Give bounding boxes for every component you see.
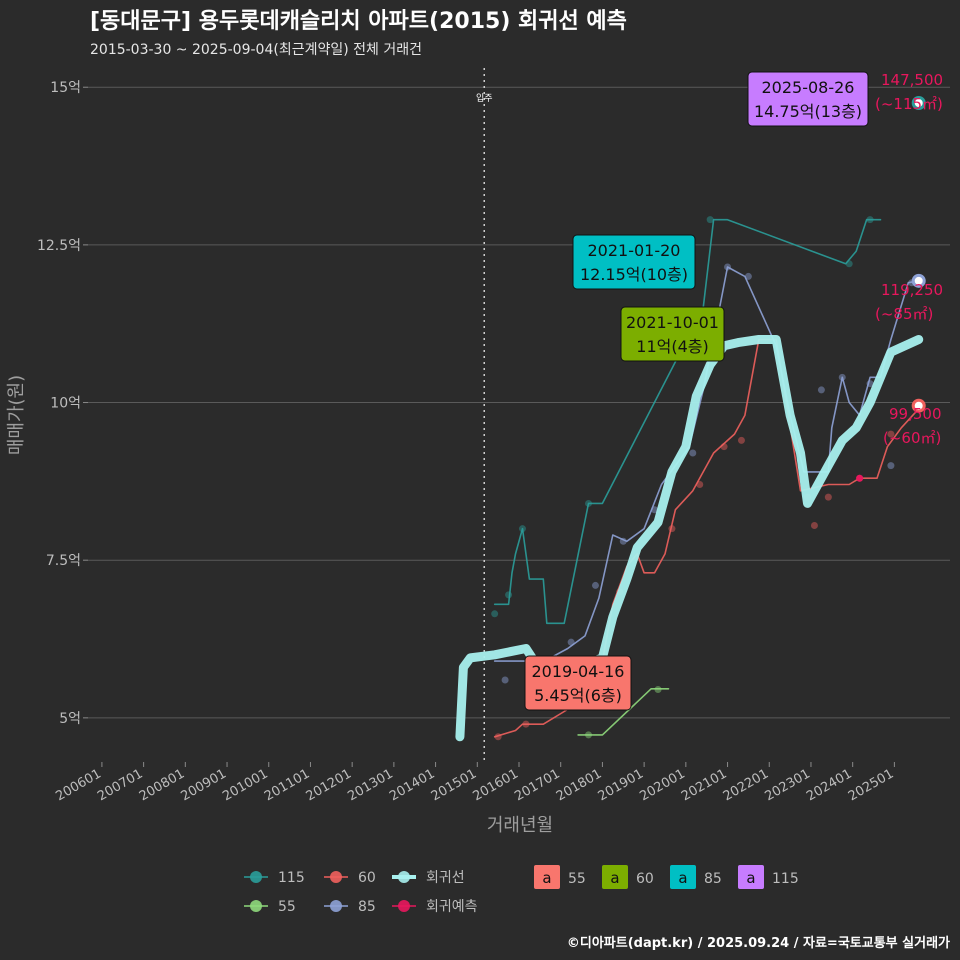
data-point-85 bbox=[744, 272, 752, 280]
legend-label: 회귀예측 bbox=[426, 899, 478, 915]
legend-key-box bbox=[602, 865, 628, 889]
legend-key-box bbox=[534, 865, 560, 889]
end-label-area: (~60㎡) bbox=[883, 429, 941, 447]
end-label-area: (~85㎡) bbox=[875, 305, 933, 323]
end-label-area: (~115㎡) bbox=[875, 95, 943, 113]
legend-dot bbox=[250, 871, 262, 883]
legend-key-85: a 85 bbox=[670, 865, 722, 889]
legend-key-55: a 55 bbox=[534, 865, 586, 889]
callout-date: 2019-04-16 bbox=[532, 662, 625, 681]
data-point-85 bbox=[501, 676, 509, 684]
latest-marker-60 bbox=[911, 398, 926, 413]
legend-key-glyph: a bbox=[678, 869, 687, 887]
end-label-value: 119,250 bbox=[881, 281, 943, 299]
x-axis-title: 거래년월 bbox=[487, 815, 553, 836]
legend-key-box bbox=[738, 865, 764, 889]
data-point-85 bbox=[817, 386, 825, 394]
chart-title: [동대문구] 용두롯데캐슬리치 아파트(2015) 회귀선 예측 bbox=[90, 9, 627, 34]
grid bbox=[88, 86, 950, 719]
callout-box bbox=[620, 306, 725, 362]
legend-item-115: 115 bbox=[244, 870, 305, 886]
legend-label: 60 bbox=[358, 870, 376, 886]
legend-key-glyph: a bbox=[542, 869, 551, 887]
series-line-85 bbox=[493, 266, 920, 675]
legend-key-box bbox=[670, 865, 696, 889]
latest-marker-85 bbox=[911, 273, 926, 288]
data-point-60 bbox=[810, 522, 818, 530]
series-line-55 bbox=[577, 688, 670, 736]
callout-box bbox=[572, 234, 696, 290]
legend: 115 60 회귀선 55 85 회귀예측 a 55 a 60 a 85 a 115 bbox=[244, 865, 799, 915]
y-tick-label: 12.5억 bbox=[37, 238, 81, 254]
legend-key-115: a 115 bbox=[738, 865, 799, 889]
legend-key-60: a 60 bbox=[602, 865, 654, 889]
callout-box bbox=[747, 71, 869, 127]
data-point-60 bbox=[824, 493, 832, 501]
legend-item-회귀선: 회귀선 bbox=[392, 870, 465, 886]
legend-label: 회귀선 bbox=[426, 870, 465, 886]
data-point-60 bbox=[887, 430, 895, 438]
callout-value: 11억(4층) bbox=[636, 337, 708, 356]
y-tick-label: 15억 bbox=[50, 80, 81, 96]
latest-marker-115 bbox=[911, 95, 926, 110]
legend-dot bbox=[330, 900, 342, 912]
source-caption: ©디아파트(dapt.kr) / 2025.09.24 / 자료=국토교통부 실… bbox=[567, 935, 950, 951]
callout-value: 5.45억(6층) bbox=[534, 686, 622, 705]
callout-date: 2025-08-26 bbox=[762, 78, 855, 97]
callout-115: 2025-08-26 14.75억(13층) bbox=[747, 71, 869, 127]
legend-dot bbox=[398, 900, 410, 912]
series-line-115 bbox=[493, 218, 882, 625]
end-label-value: 147,500 bbox=[881, 71, 943, 89]
legend-item-회귀예측: 회귀예측 bbox=[392, 899, 478, 915]
legend-key-glyph: a bbox=[746, 869, 755, 887]
legend-item-60: 60 bbox=[324, 870, 376, 886]
data-point-115 bbox=[706, 216, 714, 224]
chart-subtitle: 2015-03-30 ~ 2025-09-04(최근계약일) 전체 거래건 bbox=[90, 42, 422, 58]
legend-key-label: 115 bbox=[772, 871, 799, 887]
data-point-85 bbox=[591, 581, 599, 589]
legend-label: 55 bbox=[278, 899, 296, 915]
y-axis-ticks: 5억 7.5억 10억 12.5억 15억 bbox=[37, 80, 88, 727]
legend-key-label: 85 bbox=[704, 871, 722, 887]
legend-item-85: 85 bbox=[324, 899, 376, 915]
y-axis-title: 매매가(원) bbox=[6, 375, 27, 455]
event-lines: 입주 bbox=[476, 68, 493, 762]
data-point-115 bbox=[491, 610, 499, 618]
end-labels: 147,500 (~115㎡) 119,250 (~85㎡) 99,500 (~60㎡) bbox=[875, 71, 943, 447]
callouts: 2025-08-26 14.75억(13층) 2021-01-20 12.15억(10… bbox=[524, 71, 869, 711]
callout-value: 14.75억(13층) bbox=[754, 102, 862, 121]
event-label: 입주 bbox=[476, 92, 493, 104]
callout-value: 12.15억(10층) bbox=[580, 265, 688, 284]
legend-key-label: 60 bbox=[636, 871, 654, 887]
callout-date: 2021-10-01 bbox=[626, 313, 719, 332]
y-tick-label: 10억 bbox=[50, 396, 81, 412]
legend-key-glyph: a bbox=[610, 869, 619, 887]
legend-dot bbox=[250, 900, 262, 912]
callout-55: 2019-04-16 5.45억(6층) bbox=[524, 655, 632, 711]
callout-60: 2021-10-01 11억(4층) bbox=[620, 306, 725, 362]
legend-item-55: 55 bbox=[244, 899, 296, 915]
callout-box bbox=[524, 655, 632, 711]
data-point-60 bbox=[737, 436, 745, 444]
data-point-회귀예측 bbox=[856, 474, 864, 482]
end-label-value: 99,500 bbox=[889, 405, 942, 423]
data-point-85 bbox=[887, 462, 895, 470]
callout-date: 2021-01-20 bbox=[588, 241, 681, 260]
data-point-85 bbox=[689, 449, 697, 457]
legend-dot bbox=[398, 871, 410, 883]
legend-label: 85 bbox=[358, 899, 376, 915]
legend-label: 115 bbox=[278, 870, 305, 886]
y-tick-label: 7.5억 bbox=[46, 553, 81, 569]
y-tick-label: 5억 bbox=[59, 711, 81, 727]
legend-dot bbox=[330, 871, 342, 883]
legend-key-label: 55 bbox=[568, 871, 586, 887]
callout-85: 2021-01-20 12.15억(10층) bbox=[572, 234, 696, 290]
